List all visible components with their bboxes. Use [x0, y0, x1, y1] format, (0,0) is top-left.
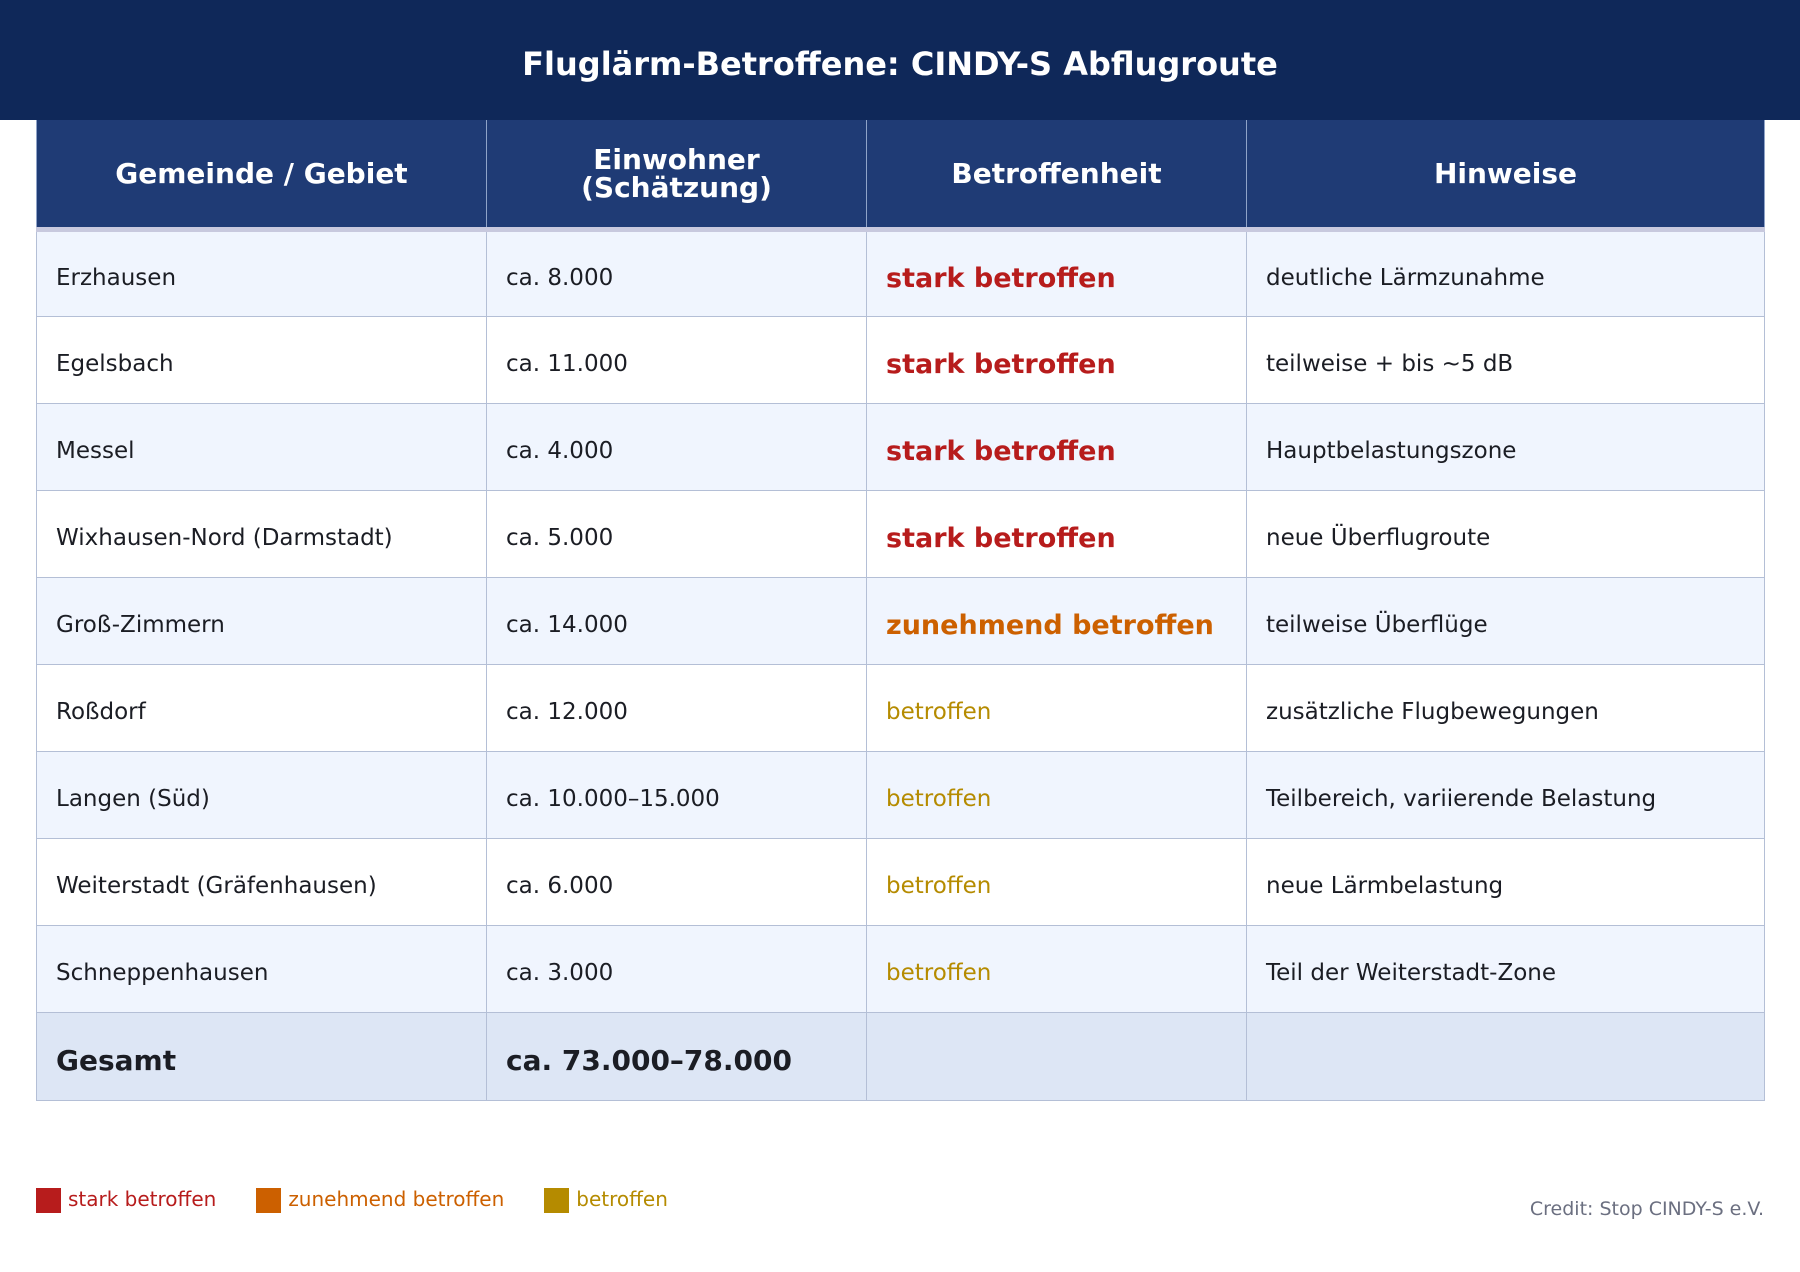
cell-hinweis: deutliche Lärmzunahme — [1246, 229, 1765, 317]
cell-einwohner: ca. 11.000 — [486, 316, 867, 404]
cell-hinweis: Teil der Weiterstadt-Zone — [1246, 925, 1765, 1013]
table-row: Erzhausen ca. 8.000 stark betroffen deutlic… — [36, 229, 1765, 317]
table-row: Groß-Zimmern ca. 14.000 zunehmend betroffe… — [36, 577, 1765, 665]
table-row: Wixhausen-Nord (Darmstadt) ca. 5.000 stark… — [36, 490, 1765, 578]
column-header-gebiet: Gemeinde / Gebiet — [36, 120, 487, 232]
title-banner: Fluglärm-Betroffene: CINDY-S Abflugroute — [0, 0, 1800, 120]
total-empty-cell — [1246, 1012, 1765, 1101]
legend-item-zunehmend: zunehmend betroffen — [256, 1184, 504, 1213]
cell-betroffenheit: betroffen — [866, 838, 1247, 926]
total-empty-cell — [866, 1012, 1247, 1101]
cell-betroffenheit: stark betroffen — [866, 316, 1247, 404]
legend-swatch — [544, 1188, 570, 1213]
cell-gebiet: Schneppenhausen — [36, 925, 487, 1013]
cell-gebiet: Messel — [36, 403, 487, 491]
affected-table: Gemeinde / Gebiet Einwohner (Schätzung) … — [36, 120, 1765, 1101]
page-title: Fluglärm-Betroffene: CINDY-S Abflugroute — [522, 45, 1278, 83]
credit: Credit: Stop CINDY-S e.V. — [1529, 1198, 1764, 1220]
cell-gebiet: Roßdorf — [36, 664, 487, 752]
table-row: Langen (Süd) ca. 10.000–15.000 betroffen Te… — [36, 751, 1765, 839]
cell-einwohner: ca. 8.000 — [486, 229, 867, 317]
total-label: Gesamt — [36, 1012, 487, 1101]
cell-betroffenheit: betroffen — [866, 751, 1247, 839]
legend-item-stark: stark betroffen — [36, 1184, 216, 1213]
column-header-hinweise: Hinweise — [1246, 120, 1765, 232]
table-row: Weiterstadt (Gräfenhausen) ca. 6.000 betro… — [36, 838, 1765, 926]
cell-betroffenheit: stark betroffen — [866, 490, 1247, 578]
table-row: Schneppenhausen ca. 3.000 betroffen Teil de… — [36, 925, 1765, 1013]
legend-label: stark betroffen — [68, 1186, 217, 1211]
total-row: Gesamt ca. 73.000–78.000 — [36, 1012, 1765, 1101]
legend-label: betroffen — [576, 1186, 668, 1211]
cell-gebiet: Wixhausen-Nord (Darmstadt) — [36, 490, 487, 578]
cell-hinweis: teilweise + bis ~5 dB — [1246, 316, 1765, 404]
total-einwohner: ca. 73.000–78.000 — [486, 1012, 867, 1101]
cell-einwohner: ca. 3.000 — [486, 925, 867, 1013]
cell-einwohner: ca. 6.000 — [486, 838, 867, 926]
cell-betroffenheit: zunehmend betroffen — [866, 577, 1247, 665]
cell-betroffenheit: stark betroffen — [866, 403, 1247, 491]
cell-hinweis: Teilbereich, variierende Belastung — [1246, 751, 1765, 839]
cell-einwohner: ca. 4.000 — [486, 403, 867, 491]
cell-hinweis: neue Überflugroute — [1246, 490, 1765, 578]
cell-betroffenheit: stark betroffen — [866, 229, 1247, 317]
cell-einwohner: ca. 5.000 — [486, 490, 867, 578]
column-header-betroffenheit: Betroffenheit — [866, 120, 1247, 232]
cell-einwohner: ca. 10.000–15.000 — [486, 751, 867, 839]
cell-hinweis: neue Lärmbelastung — [1246, 838, 1765, 926]
cell-gebiet: Erzhausen — [36, 229, 487, 317]
cell-gebiet: Egelsbach — [36, 316, 487, 404]
cell-gebiet: Groß-Zimmern — [36, 577, 487, 665]
cell-einwohner: ca. 12.000 — [486, 664, 867, 752]
legend-swatch — [256, 1188, 282, 1213]
legend-item-betroffen: betroffen — [544, 1184, 668, 1213]
legend: stark betroffen zunehmend betroffen betr… — [36, 1184, 708, 1213]
cell-hinweis: zusätzliche Flugbewegungen — [1246, 664, 1765, 752]
table-row: Egelsbach ca. 11.000 stark betroffen teilwe… — [36, 316, 1765, 404]
cell-hinweis: Hauptbelastungszone — [1246, 403, 1765, 491]
cell-betroffenheit: betroffen — [866, 664, 1247, 752]
table-row: Messel ca. 4.000 stark betroffen Hauptbelas… — [36, 403, 1765, 491]
legend-label: zunehmend betroffen — [288, 1186, 505, 1211]
cell-hinweis: teilweise Überflüge — [1246, 577, 1765, 665]
column-header-einwohner: Einwohner (Schätzung) — [486, 120, 867, 232]
cell-einwohner: ca. 14.000 — [486, 577, 867, 665]
cell-gebiet: Weiterstadt (Gräfenhausen) — [36, 838, 487, 926]
cell-gebiet: Langen (Süd) — [36, 751, 487, 839]
table-header-row: Gemeinde / Gebiet Einwohner (Schätzung) … — [36, 120, 1765, 232]
legend-swatch — [36, 1188, 61, 1213]
table-row: Roßdorf ca. 12.000 betroffen zusätzliche Fl… — [36, 664, 1765, 752]
cell-betroffenheit: betroffen — [866, 925, 1247, 1013]
